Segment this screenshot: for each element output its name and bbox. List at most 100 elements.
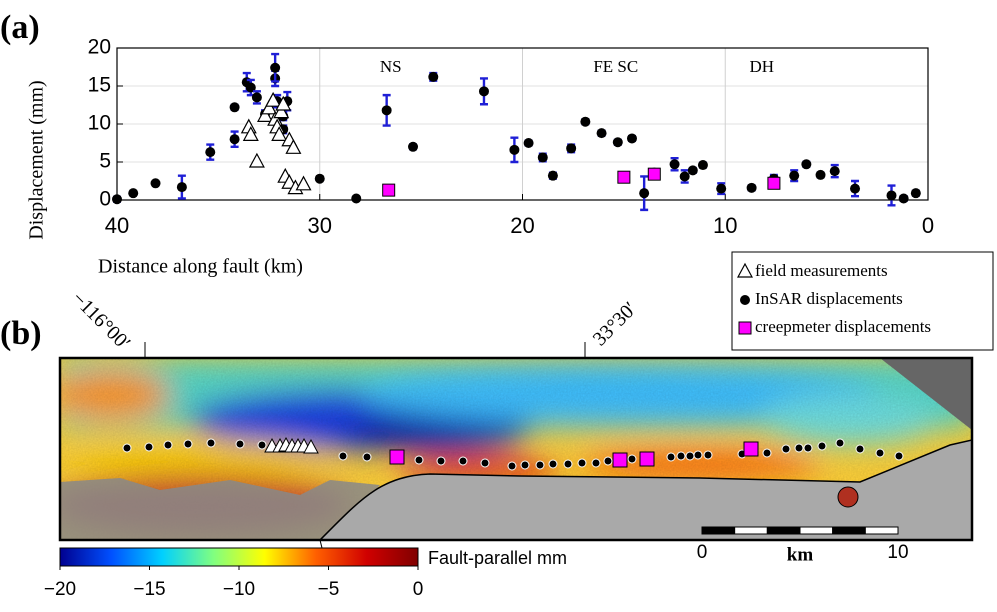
map-dot bbox=[163, 440, 173, 450]
x-axis-label: Distance along fault (km) bbox=[98, 256, 303, 278]
marker bbox=[245, 82, 256, 93]
map-square bbox=[612, 452, 628, 468]
marker bbox=[275, 95, 292, 111]
y-tick-label: 15 bbox=[88, 74, 111, 97]
lat-label: 33°30′ bbox=[589, 298, 642, 351]
map-dot bbox=[436, 456, 446, 466]
legend-label: field measurements bbox=[755, 261, 888, 280]
marker bbox=[382, 183, 396, 197]
marker bbox=[285, 139, 302, 154]
annotation: NS bbox=[380, 57, 402, 76]
marker bbox=[746, 182, 757, 193]
map-dot bbox=[548, 459, 558, 469]
map-dot bbox=[144, 442, 154, 452]
marker bbox=[801, 159, 812, 170]
map-dot bbox=[685, 451, 695, 461]
map-dot bbox=[693, 450, 703, 460]
annotation: DH bbox=[749, 57, 774, 76]
x-tick-label: 10 bbox=[713, 213, 737, 238]
legend-label: InSAR displacements bbox=[755, 289, 903, 308]
map-dot bbox=[458, 456, 468, 466]
marker bbox=[273, 103, 290, 119]
marker bbox=[596, 128, 607, 139]
marker bbox=[850, 183, 861, 194]
map-dot bbox=[563, 459, 573, 469]
map-dot bbox=[480, 458, 490, 468]
marker bbox=[736, 262, 754, 278]
marker bbox=[626, 133, 637, 144]
lon-label: −116°00′ bbox=[67, 287, 134, 354]
x-tick-label: 40 bbox=[105, 213, 129, 238]
scale-label: 10 bbox=[887, 542, 908, 563]
marker bbox=[740, 295, 750, 305]
y-tick-label: 10 bbox=[88, 112, 111, 135]
map-dot bbox=[183, 439, 193, 449]
marker bbox=[537, 152, 548, 163]
marker bbox=[205, 147, 216, 158]
map-triangle bbox=[303, 438, 319, 454]
marker bbox=[509, 144, 520, 155]
map-markers bbox=[122, 436, 904, 508]
map-site bbox=[837, 486, 859, 508]
marker bbox=[351, 193, 362, 204]
map-dot bbox=[520, 460, 530, 470]
marker bbox=[910, 188, 921, 199]
marker bbox=[647, 167, 661, 181]
marker bbox=[767, 176, 781, 190]
map-dot bbox=[875, 448, 885, 458]
y-tick-label: 0 bbox=[99, 188, 111, 211]
y-tick-label: 20 bbox=[88, 36, 111, 59]
marker bbox=[679, 171, 690, 182]
map-frame bbox=[58, 356, 974, 542]
map-dot bbox=[835, 438, 845, 448]
map-dot bbox=[591, 458, 601, 468]
marker bbox=[612, 137, 623, 148]
marker bbox=[547, 170, 558, 181]
map-dot bbox=[855, 444, 865, 454]
map-square bbox=[743, 441, 759, 457]
marker bbox=[829, 166, 840, 177]
marker bbox=[738, 321, 752, 335]
graticule-tick bbox=[319, 539, 323, 549]
map-dot bbox=[703, 450, 713, 460]
map-dot bbox=[507, 461, 517, 471]
map-square bbox=[389, 449, 405, 465]
map-dot bbox=[676, 451, 686, 461]
marker bbox=[242, 126, 259, 141]
map-square bbox=[639, 451, 655, 467]
map-dot bbox=[794, 443, 804, 453]
legend-label: creepmeter displacements bbox=[755, 317, 931, 336]
marker bbox=[566, 143, 577, 154]
marker bbox=[176, 182, 187, 193]
map-dot bbox=[603, 456, 613, 466]
legend-box bbox=[731, 251, 994, 351]
marker bbox=[270, 62, 281, 73]
marker bbox=[789, 170, 800, 181]
x-tick-label: 20 bbox=[510, 213, 534, 238]
scale-segment bbox=[766, 526, 801, 535]
colorbar-tick-label: −15 bbox=[133, 579, 165, 600]
marker bbox=[886, 190, 897, 201]
x-tick-label: 0 bbox=[922, 213, 934, 238]
marker bbox=[617, 170, 631, 184]
map-dot bbox=[627, 454, 637, 464]
map-dot bbox=[894, 451, 904, 461]
marker bbox=[295, 175, 312, 191]
map bbox=[60, 358, 972, 540]
x-tick-label: 30 bbox=[308, 213, 332, 238]
map-dot bbox=[781, 444, 791, 454]
marker bbox=[669, 159, 680, 170]
scale-segment bbox=[832, 526, 866, 535]
marker bbox=[251, 92, 262, 103]
map-dot bbox=[235, 439, 245, 449]
colorbar-tick-label: 0 bbox=[413, 579, 424, 600]
colorbar bbox=[59, 547, 419, 567]
marker bbox=[257, 107, 274, 122]
marker bbox=[112, 194, 122, 205]
map-dot bbox=[577, 458, 587, 468]
marker bbox=[478, 86, 489, 97]
marker bbox=[271, 126, 288, 141]
marker bbox=[265, 91, 282, 107]
colorbar-label: Fault-parallel mm bbox=[428, 548, 567, 568]
